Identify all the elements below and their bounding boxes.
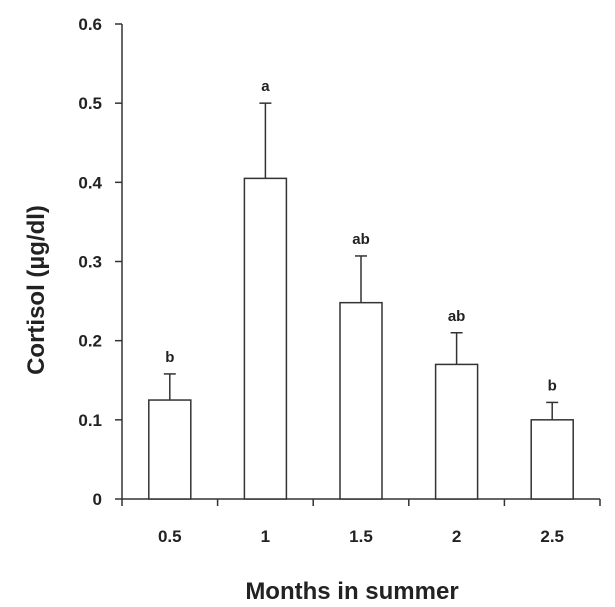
x-tick-label: 1.5 <box>349 527 373 546</box>
axes <box>115 23 601 506</box>
y-tick-label: 0.3 <box>78 253 102 272</box>
x-tick-label: 2 <box>452 527 461 546</box>
x-tick-label: 0.5 <box>158 527 182 546</box>
y-tick-label: 0.1 <box>78 411 102 430</box>
bar <box>243 177 288 500</box>
significance-label: ab <box>352 231 370 248</box>
y-tick-label: 0.4 <box>78 173 102 192</box>
bar <box>530 419 574 500</box>
significance-label: b <box>165 349 174 366</box>
x-tick-label: 2.5 <box>540 527 564 546</box>
y-tick-label: 0.5 <box>78 94 102 113</box>
y-axis-title: Cortisol (µg/dl) <box>23 205 50 375</box>
y-tick-label: 0.6 <box>78 15 102 34</box>
y-tick-label: 0.2 <box>78 332 102 351</box>
x-tick-label: 1 <box>261 527 270 546</box>
bar <box>339 301 383 500</box>
y-tick-label: 0 <box>93 490 102 509</box>
significance-label: ab <box>448 308 466 325</box>
significance-label: a <box>261 78 270 95</box>
bar <box>148 399 192 500</box>
bar <box>434 363 479 500</box>
labels: 0 0.1 0.2 0.3 0.4 0.5 0.6 b 0.5 a 1 ab 1.5 ab 2 b 2.5 <box>78 15 564 546</box>
significance-label: b <box>548 377 557 394</box>
x-axis-title: Months in summer <box>245 578 458 605</box>
bars <box>148 102 574 500</box>
